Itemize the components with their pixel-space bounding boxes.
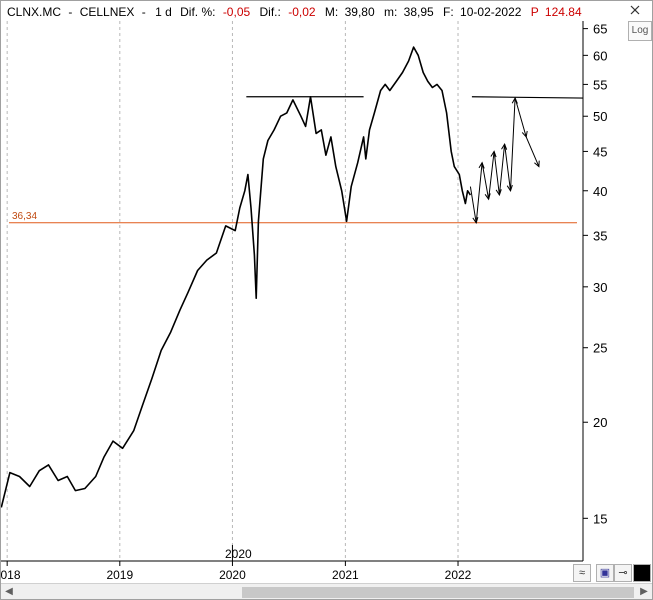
y-tick-label: 65 (593, 22, 607, 37)
square-icon[interactable] (633, 564, 651, 582)
y-tick-label: 55 (593, 77, 607, 92)
y-tick-label: 40 (593, 184, 607, 199)
pin-icon[interactable]: ⊸ (614, 564, 632, 582)
arrowhead (472, 216, 479, 224)
x-axis-ticks: 2018 2019 2020 2021 2022 (1, 545, 472, 582)
x-tick-label: 2022 (445, 568, 472, 582)
close-icon[interactable] (630, 5, 640, 15)
log-scale-toggle[interactable]: Log (628, 21, 652, 41)
price-label: P (531, 5, 539, 19)
y-tick-label: 60 (593, 48, 607, 63)
company-name: CELLNEX (80, 5, 135, 19)
projection-path (469, 96, 540, 224)
price-value: 124.84 (545, 5, 582, 19)
dif-label: Dif.: (260, 5, 281, 19)
arrowhead (511, 96, 518, 104)
y-tick-label: 50 (593, 109, 607, 124)
arrowhead (501, 142, 508, 150)
max-value: 39,80 (345, 5, 375, 19)
chevron-right-icon[interactable]: ▶ (640, 586, 648, 597)
resistance-lines (246, 96, 584, 99)
arrowhead (506, 184, 513, 192)
price-line (1, 46, 472, 508)
save-icon[interactable]: ▣ (596, 564, 614, 582)
y-axis-ticks: 15 20 25 30 35 40 45 50 55 60 65 (583, 22, 607, 526)
dif-value: -0,02 (288, 5, 316, 19)
x-tick-label: 2021 (332, 568, 359, 582)
arrowhead (521, 130, 528, 139)
dif-pct-value: -0,05 (223, 5, 251, 19)
arrowhead (478, 161, 485, 169)
price-series (1, 46, 472, 508)
x-tick-label: 2019 (106, 568, 133, 582)
price-chart: CLNX.MC - CELLNEX - 1 d Dif. %: -0,05 Di… (1, 1, 652, 583)
y-tick-label: 25 (593, 341, 607, 356)
date-label: F: (443, 5, 454, 19)
date-value: 10-02-2022 (460, 5, 522, 19)
period-label: 1 d (155, 5, 172, 19)
arrowhead (495, 189, 502, 197)
scrollbar-thumb[interactable] (242, 587, 634, 598)
max-label: M: (325, 5, 338, 19)
arrowhead (534, 160, 540, 168)
header-line: CLNX.MC - CELLNEX - 1 d Dif. %: -0,05 Di… (7, 5, 582, 19)
wave-icon[interactable]: ≈ (573, 564, 591, 582)
resistance-line (471, 96, 584, 99)
x-tick-label: 2018 (1, 568, 21, 582)
min-label: m: (384, 5, 397, 19)
support-label: 36,34 (12, 211, 37, 222)
y-tick-label: 30 (593, 280, 607, 295)
x-tick-label: 2020 (219, 568, 246, 582)
y-tick-label: 20 (593, 415, 607, 430)
horizontal-scrollbar[interactable]: ◀ ▶ (1, 583, 652, 599)
chevron-left-icon[interactable]: ◀ (5, 586, 13, 597)
arrowhead (490, 150, 497, 158)
arrowhead (484, 193, 491, 201)
symbol-label: CLNX.MC (7, 5, 61, 19)
plot-background (1, 1, 652, 583)
grid-lines (6, 21, 459, 561)
y-tick-label: 35 (593, 228, 607, 243)
y-tick-label: 45 (593, 144, 607, 159)
separator: - (68, 5, 72, 19)
y-tick-label: 15 (593, 511, 607, 526)
separator: - (142, 5, 146, 19)
min-value: 38,95 (404, 5, 434, 19)
dif-pct-label: Dif. %: (180, 5, 215, 19)
marker-label-2020: 2020 (225, 547, 252, 561)
